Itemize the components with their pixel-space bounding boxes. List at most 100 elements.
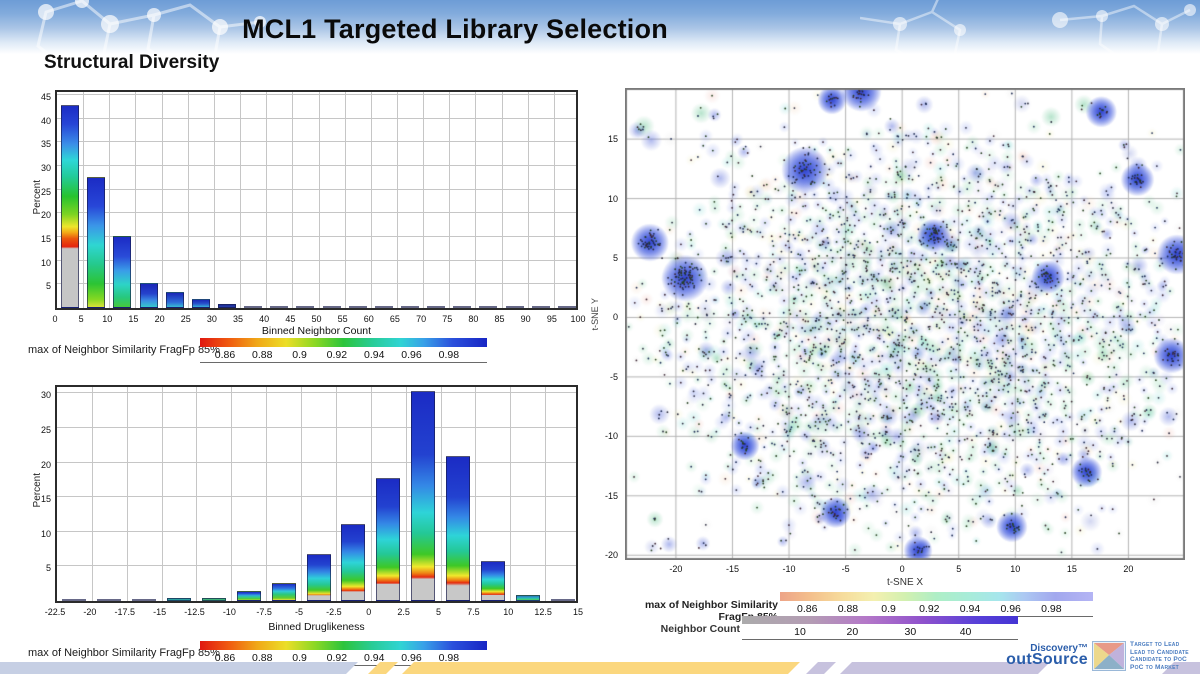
histogram-bar bbox=[341, 523, 366, 601]
legend-tick-label: 20 bbox=[846, 626, 859, 638]
page-title: MCL1 Targeted Library Selection bbox=[242, 14, 668, 44]
y-tick-label: 25 bbox=[40, 424, 51, 435]
y-tick-label: 0 bbox=[612, 312, 618, 323]
histogram-bar bbox=[348, 306, 367, 308]
x-tick-label: -20 bbox=[83, 607, 97, 617]
x-tick-label: 80 bbox=[468, 314, 479, 324]
histogram-bar bbox=[374, 306, 393, 308]
x-tick-label: 90 bbox=[520, 314, 531, 324]
gridline bbox=[57, 461, 576, 463]
gridline bbox=[213, 92, 215, 308]
legend-tick-label: 0.9 bbox=[292, 349, 307, 361]
tagline-block: Target to Lead Lead to Candidate Candida… bbox=[1130, 641, 1189, 671]
bar-chart-plot-area bbox=[55, 385, 578, 603]
histogram-bar bbox=[427, 306, 446, 308]
gridline bbox=[57, 165, 576, 167]
y-tick-label: 25 bbox=[40, 186, 51, 197]
x-tick-label: -22.5 bbox=[44, 607, 66, 617]
gridline bbox=[545, 387, 547, 601]
x-tick-label: 0 bbox=[899, 564, 905, 574]
legend-tick-label: 0.86 bbox=[214, 652, 236, 664]
histogram-bar bbox=[445, 455, 470, 601]
y-tick-label: 40 bbox=[40, 115, 51, 126]
histogram-bar bbox=[557, 306, 576, 308]
gridline bbox=[266, 92, 268, 308]
legend-label: max of Neighbor Similarity FragFp 85% bbox=[28, 647, 220, 659]
gridline bbox=[396, 92, 398, 308]
histogram-bar bbox=[322, 306, 341, 308]
x-tick-label: -20 bbox=[669, 564, 683, 574]
y-tick-label: 30 bbox=[40, 390, 51, 401]
gridline bbox=[126, 387, 128, 601]
gridline bbox=[344, 92, 346, 308]
x-tick-label: 20 bbox=[154, 314, 165, 324]
x-tick-label: -17.5 bbox=[114, 607, 135, 617]
gridline bbox=[161, 387, 163, 601]
x-tick-label: 100 bbox=[570, 314, 586, 324]
x-tick-label: 40 bbox=[259, 314, 270, 324]
y-tick-label: 30 bbox=[40, 163, 51, 174]
y-tick-label: 5 bbox=[45, 563, 51, 574]
gridline bbox=[370, 387, 372, 601]
histogram-bar bbox=[167, 598, 192, 601]
gridline bbox=[405, 387, 407, 601]
gridline bbox=[57, 426, 576, 428]
gridline bbox=[57, 496, 576, 498]
gridline bbox=[370, 92, 372, 308]
y-axis-title: Percent bbox=[32, 180, 43, 215]
legend-tick-label: 0.96 bbox=[401, 652, 422, 664]
histogram-bar bbox=[217, 304, 236, 308]
legend-tick-label: 0.94 bbox=[363, 652, 385, 664]
gridline bbox=[553, 92, 555, 308]
footer-stripe-lavender-right bbox=[1162, 662, 1200, 674]
y-tick-label: 15 bbox=[40, 494, 51, 505]
gridline bbox=[57, 188, 576, 190]
x-tick-label: 15 bbox=[572, 607, 583, 617]
y-tick-label: -20 bbox=[604, 550, 618, 561]
y-tick-label: 20 bbox=[40, 459, 51, 470]
molecule-decoration-icon bbox=[36, 0, 266, 56]
histogram-bar bbox=[191, 299, 210, 308]
gridline bbox=[57, 141, 576, 143]
legend-tick-label: 0.88 bbox=[252, 349, 273, 361]
similarity-legend: max of Neighbor Similarity FragFp 85% 0.… bbox=[28, 640, 538, 666]
footer-stripe-bluegray bbox=[0, 662, 358, 674]
gridline bbox=[135, 92, 137, 308]
y-tick-label: 10 bbox=[40, 528, 51, 539]
legend-label: max of Neighbor Similarity FragFp 85% bbox=[28, 344, 220, 356]
x-tick-label: 50 bbox=[311, 314, 322, 324]
legend-tick-label: 0.94 bbox=[363, 349, 385, 361]
histogram-bar bbox=[244, 306, 263, 308]
gridline bbox=[109, 92, 111, 308]
gridline bbox=[318, 92, 320, 308]
x-tick-label: 7.5 bbox=[467, 607, 480, 617]
histogram-bar bbox=[296, 306, 315, 308]
y-tick-label: -5 bbox=[609, 371, 618, 382]
x-tick-label: 5 bbox=[956, 564, 962, 574]
histogram-bar bbox=[376, 477, 401, 601]
histogram-bar bbox=[113, 236, 132, 308]
outsource-logo-icon bbox=[1092, 641, 1126, 671]
legend-tick-label: 0.9 bbox=[292, 652, 307, 664]
gridline bbox=[57, 283, 576, 285]
gridline bbox=[266, 387, 268, 601]
y-tick-label: 45 bbox=[40, 92, 51, 103]
histogram-bar bbox=[139, 283, 158, 308]
gridline bbox=[440, 387, 442, 601]
gridline bbox=[240, 92, 242, 308]
x-tick-label: 0 bbox=[366, 607, 372, 617]
y-tick-label: 20 bbox=[40, 210, 51, 221]
tsne-scatter-canvas bbox=[625, 88, 1185, 560]
tsne-scatter-plot: t-SNE Y t-SNE X -20 -15 -10 -5 0 5 10 15 20 15 10 5… bbox=[590, 80, 1200, 592]
x-tick-label: 5 bbox=[436, 607, 442, 617]
legend-tick-label: 0.94 bbox=[959, 603, 981, 615]
bar-chart-plot-area bbox=[55, 90, 578, 310]
histogram-bar bbox=[236, 591, 261, 601]
x-tick-label: 55 bbox=[337, 314, 348, 324]
molecule-decoration-icon bbox=[860, 0, 1196, 56]
gridline bbox=[527, 92, 529, 308]
x-tick-label: 70 bbox=[416, 314, 427, 324]
y-tick-label: -10 bbox=[604, 431, 618, 442]
x-tick-label: -2.5 bbox=[326, 607, 342, 617]
